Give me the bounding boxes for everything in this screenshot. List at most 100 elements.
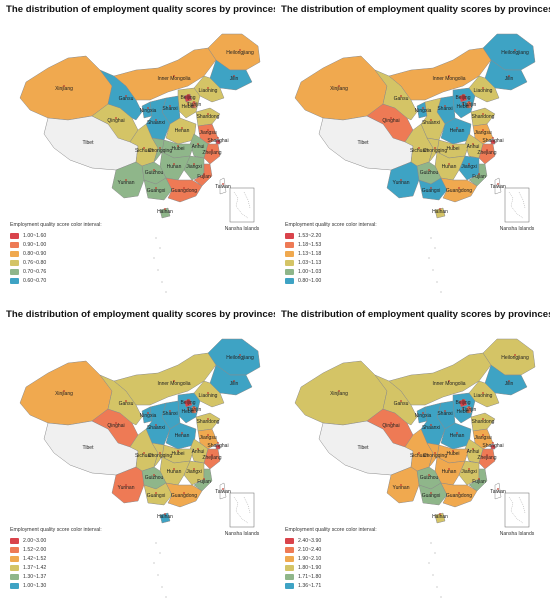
- capital-dot-anhui: [472, 143, 474, 145]
- capital-dot-liaoning: [482, 392, 484, 394]
- capital-dot-sichuan: [143, 452, 145, 454]
- label-shaanxi: Shaanxi: [422, 425, 440, 431]
- label-nansha: Nansha Islands: [500, 226, 535, 232]
- legend-swatch: [285, 250, 294, 257]
- label-guangdong: Guangdong: [171, 493, 197, 499]
- label-fujian: Fujian: [197, 479, 211, 485]
- label-heilongjiang: Heilongjiang: [501, 355, 529, 361]
- region-jiangsu: [197, 123, 219, 145]
- legend-item: 1.53~2.20: [285, 231, 377, 240]
- capital-dot-innermongolia: [173, 75, 175, 77]
- south-china-sea-inset: Nansha Islands: [225, 492, 260, 537]
- island-dot: [157, 574, 159, 576]
- island-dot: [428, 257, 430, 259]
- capital-dot-liaoning: [207, 392, 209, 394]
- legend-swatch: [285, 241, 294, 248]
- capital-dot-chongqing: [434, 147, 436, 149]
- legend-label: 2.10~2.40: [298, 546, 322, 553]
- label-jilin: Jilin: [230, 76, 239, 82]
- capital-dot-fujian: [203, 478, 205, 480]
- south-china-sea-inset: Nansha Islands: [500, 492, 535, 537]
- capital-dot-jiangxi: [468, 163, 470, 165]
- label-shanghai: Shanghai: [482, 138, 503, 144]
- capital-dot-hebei: [187, 103, 189, 105]
- legend: Employment quality score color interval:…: [10, 222, 102, 285]
- island-dot: [165, 291, 167, 293]
- legend-label: 1.37~1.42: [23, 564, 47, 571]
- legend-label: 0.80~0.90: [23, 250, 47, 257]
- legend-swatch: [285, 537, 294, 544]
- capital-dot-gansu: [125, 400, 127, 402]
- china-map: Heilongjiang Jilin Liaoning Inner Mongolia X…: [19, 33, 261, 293]
- capital-dot-beijing: [187, 94, 189, 96]
- china-map: Heilongjiang Jilin Liaoning Inner Mongolia X…: [19, 338, 261, 598]
- legend-item: 1.00~1.60: [10, 231, 102, 240]
- map-title: The distribution of employment quality s…: [6, 4, 275, 15]
- legend-title: Employment quality score color interval:: [285, 222, 377, 228]
- island-dot: [165, 596, 167, 598]
- region-guangdong: [165, 177, 203, 203]
- capital-dot-jilin: [508, 380, 510, 382]
- region-shanghai: [215, 444, 221, 450]
- capital-dot-shaanxi: [155, 424, 157, 426]
- label-beijing: Beijing: [180, 95, 195, 101]
- label-yunnan: Yunnan: [118, 485, 135, 491]
- region-zhejiang: [478, 143, 496, 165]
- label-ningxia: Ningxia: [140, 413, 157, 419]
- capital-dot-zhejiang: [211, 454, 213, 456]
- capital-dot-henan: [456, 127, 458, 129]
- label-henan: Henan: [175, 128, 190, 134]
- legend: Employment quality score color interval:…: [10, 527, 102, 590]
- legend-item: 2.10~2.40: [285, 545, 377, 554]
- capital-dot-jiangsu: [482, 129, 484, 131]
- capital-dot-fujian: [478, 478, 480, 480]
- region-innermongolia: [388, 47, 492, 101]
- capital-dot-shaanxi: [430, 424, 432, 426]
- label-guizhou: Guizhou: [420, 170, 439, 176]
- label-anhui: Anhui: [467, 144, 480, 150]
- legend-item: 0.76~0.80: [10, 258, 102, 267]
- region-shanghai: [215, 139, 221, 145]
- capital-dot-shanghai: [492, 137, 494, 139]
- capital-dot-hubei: [452, 145, 454, 147]
- capital-dot-tianjin: [193, 101, 195, 103]
- region-innermongolia: [388, 352, 492, 406]
- label-chongqing: Chongqing: [148, 453, 172, 459]
- legend-item: 1.30~1.37: [10, 572, 102, 581]
- label-shanghai: Shanghai: [482, 443, 503, 449]
- island-dot: [434, 247, 436, 249]
- label-gansu: Gansu: [394, 96, 409, 102]
- legend-item: 2.00~3.00: [10, 536, 102, 545]
- label-nansha: Nansha Islands: [225, 531, 260, 537]
- label-liaoning: Liaoning: [199, 88, 218, 94]
- region-jiangsu: [472, 428, 494, 450]
- label-nansha: Nansha Islands: [500, 531, 535, 537]
- island-dot: [159, 247, 161, 249]
- label-jiangsu: Jiangsu: [474, 130, 491, 136]
- legend-label: 1.30~1.37: [23, 573, 47, 580]
- capital-dot-beijing: [462, 399, 464, 401]
- capital-dot-yunnan: [125, 484, 127, 486]
- capital-dot-xinjiang: [63, 85, 65, 87]
- capital-dot-heilongjiang: [514, 49, 516, 51]
- island-dot: [161, 281, 163, 283]
- label-jilin: Jilin: [505, 381, 514, 387]
- capital-dot-chongqing: [159, 452, 161, 454]
- label-anhui: Anhui: [192, 144, 205, 150]
- capital-dot-yunnan: [400, 484, 402, 486]
- map-title: The distribution of employment quality s…: [281, 4, 550, 15]
- label-beijing: Beijing: [455, 400, 470, 406]
- region-guangdong: [165, 482, 203, 508]
- legend-swatch: [285, 582, 294, 589]
- map-panel-2011: The distribution of employment quality s…: [0, 0, 275, 305]
- label-guangxi: Guangxi: [422, 188, 441, 194]
- region-guangdong: [440, 482, 478, 508]
- legend-label: 1.80~1.90: [298, 564, 322, 571]
- label-shandong: Shandong: [472, 114, 495, 120]
- legend-swatch: [10, 232, 19, 239]
- region-zhejiang: [203, 143, 221, 165]
- label-ningxia: Ningxia: [415, 413, 432, 419]
- legend-label: 0.76~0.80: [23, 259, 47, 266]
- capital-dot-zhejiang: [211, 149, 213, 151]
